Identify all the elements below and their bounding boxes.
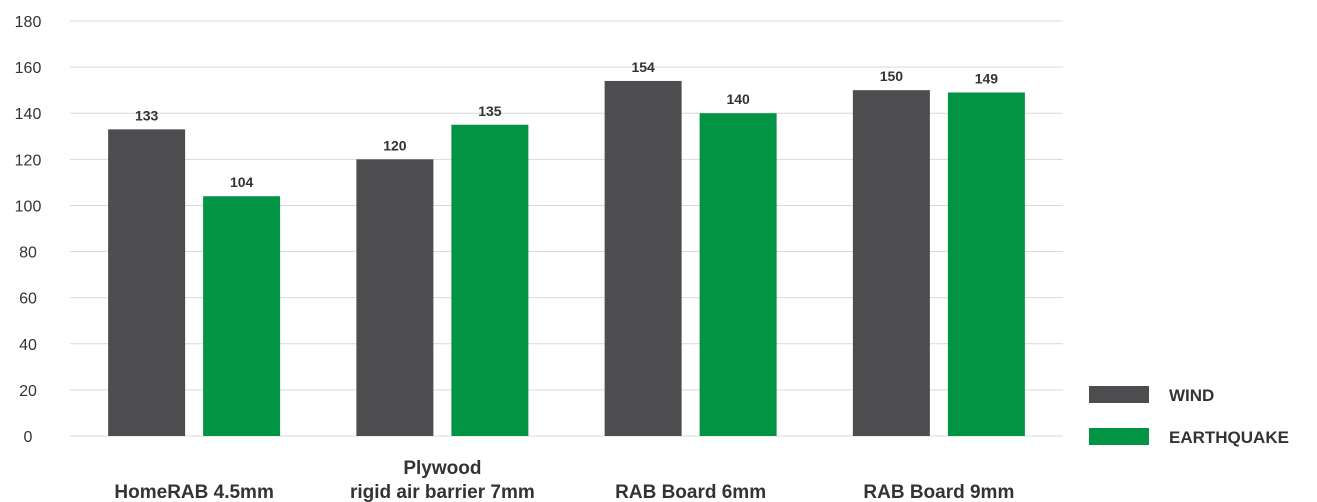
y-tick-label: 120 bbox=[15, 152, 42, 169]
data-label: 140 bbox=[726, 91, 750, 107]
legend: WIND EARTHQUAKE bbox=[1089, 386, 1289, 447]
data-label: 154 bbox=[631, 59, 655, 75]
x-tick-label: HomeRAB 4.5mm bbox=[114, 482, 273, 502]
y-axis: 0 20 40 60 80 100 120 140 160 180 bbox=[15, 14, 42, 446]
x-tick-label: RAB Board 9mm bbox=[863, 482, 1014, 502]
y-tick-label: 100 bbox=[15, 198, 42, 215]
bars bbox=[108, 80, 1025, 437]
bar-earthquake bbox=[203, 196, 281, 436]
bar-wind bbox=[108, 129, 186, 436]
y-tick-label: 20 bbox=[19, 383, 37, 400]
x-tick-label: RAB Board 6mm bbox=[615, 482, 766, 502]
bar-earthquake bbox=[699, 113, 777, 436]
y-tick-label: 180 bbox=[15, 14, 42, 31]
y-tick-label: 160 bbox=[15, 60, 42, 77]
bar-wind bbox=[852, 90, 930, 437]
data-label: 150 bbox=[880, 68, 904, 84]
y-tick-label: 140 bbox=[15, 106, 42, 123]
legend-swatch-earthquake bbox=[1089, 428, 1149, 445]
legend-label-wind: WIND bbox=[1169, 386, 1214, 405]
data-label: 133 bbox=[135, 107, 159, 123]
data-labels: 133 104 120 135 154 140 150 149 bbox=[135, 59, 998, 190]
data-label: 120 bbox=[383, 137, 407, 153]
bar-wind bbox=[356, 159, 434, 437]
y-tick-label: 0 bbox=[24, 429, 33, 446]
legend-swatch-wind bbox=[1089, 386, 1149, 403]
y-tick-label: 80 bbox=[19, 245, 37, 262]
data-label: 104 bbox=[230, 174, 254, 190]
y-tick-label: 60 bbox=[19, 291, 37, 308]
x-tick-label: rigid air barrier 7mm bbox=[350, 482, 535, 502]
bar-earthquake bbox=[947, 92, 1025, 436]
bar-wind bbox=[604, 80, 682, 436]
data-label: 149 bbox=[975, 70, 999, 86]
y-tick-label: 40 bbox=[19, 337, 37, 354]
legend-label-earthquake: EARTHQUAKE bbox=[1169, 428, 1289, 447]
bar-earthquake bbox=[451, 124, 529, 436]
x-tick-label: Plywood bbox=[403, 458, 481, 479]
data-label: 135 bbox=[478, 103, 502, 119]
